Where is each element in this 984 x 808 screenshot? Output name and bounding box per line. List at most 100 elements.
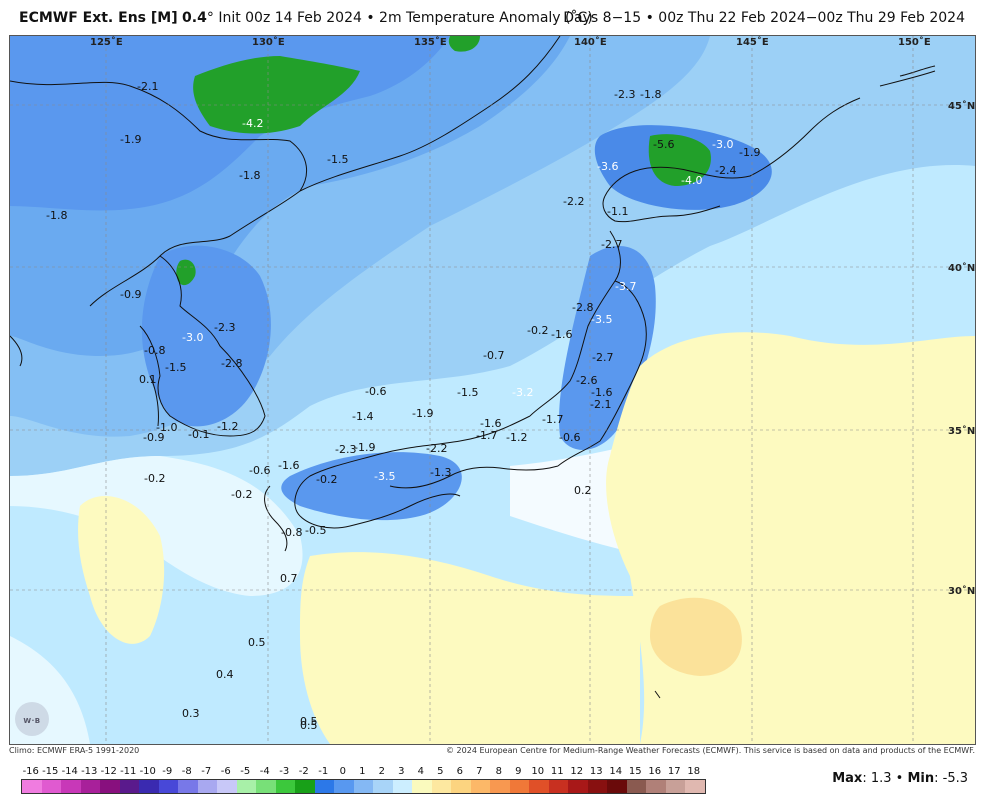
legend-tick-label: -10: [139, 766, 156, 777]
anomaly-value-label: -2.1: [137, 80, 158, 93]
legend-tick-label: 12: [570, 766, 584, 777]
anomaly-value-label: -0.7: [483, 349, 504, 362]
longitude-label: 125˚E: [90, 36, 123, 48]
max-label: Max: [832, 771, 863, 786]
legend-swatch: [197, 780, 217, 793]
anomaly-value-label: -0.8: [144, 344, 165, 357]
svg-text:W·B: W·B: [23, 717, 40, 725]
legend-tick-label: 16: [648, 766, 662, 777]
legend-tick-label: -6: [220, 766, 231, 777]
legend-swatch: [61, 780, 81, 793]
legend-tick-label: -4: [259, 766, 270, 777]
legend-tick-label: -16: [22, 766, 39, 777]
anomaly-value-label: -0.9: [120, 288, 141, 301]
anomaly-value-label: -0.2: [144, 472, 165, 485]
legend-tick-label: 17: [667, 766, 681, 777]
anomaly-value-label: -2.2: [563, 195, 584, 208]
legend-swatch: [490, 780, 510, 793]
legend-tick-label: 4: [417, 766, 424, 777]
legend-tick-label: 5: [437, 766, 444, 777]
climo-note: Climo: ECMWF ERA-5 1991-2020: [9, 746, 140, 755]
anomaly-value-label: -0.9: [143, 431, 164, 444]
legend-swatch: [22, 780, 42, 793]
anomaly-value-label: -2.3: [335, 443, 356, 456]
anomaly-value-label: 0.7: [280, 572, 298, 585]
anomaly-value-label: -1.7: [476, 429, 497, 442]
anomaly-value-label: -0.8: [281, 526, 302, 539]
anomaly-value-label: -5.6: [653, 138, 674, 151]
legend-swatch: [80, 780, 100, 793]
anomaly-value-label: -1.2: [506, 431, 527, 444]
weatherbell-logo: W·B: [15, 702, 49, 736]
copyright-note: © 2024 European Centre for Medium-Range …: [446, 746, 975, 755]
anomaly-value-label: -1.8: [46, 209, 67, 222]
legend-swatch: [665, 780, 685, 793]
anomaly-value-label: -3.5: [591, 313, 612, 326]
anomaly-value-label: -0.2: [231, 488, 252, 501]
legend-tick-label: -14: [61, 766, 78, 777]
anomaly-value-label: -2.8: [572, 301, 593, 314]
anomaly-value-label: -1.2: [217, 420, 238, 433]
anomaly-value-label: -3.2: [512, 386, 533, 399]
legend-tick-label: -7: [201, 766, 212, 777]
legend-swatch: [470, 780, 490, 793]
legend-tick-label: -12: [100, 766, 117, 777]
anomaly-value-label: -3.5: [374, 470, 395, 483]
legend-tick-label: 13: [589, 766, 603, 777]
legend-swatch: [353, 780, 373, 793]
anomaly-value-label: -2.7: [601, 238, 622, 251]
temperature-anomaly-map: 125˚E 130˚E 135˚E 140˚E 145˚E 150˚E 45˚N 40˚N 3…: [9, 35, 976, 745]
anomaly-value-label: 0.5: [300, 715, 318, 728]
anomaly-value-label: -1.5: [457, 386, 478, 399]
legend-swatch: [685, 780, 705, 793]
legend-tick-label: -13: [81, 766, 98, 777]
legend-swatch: [41, 780, 61, 793]
legend-swatch: [139, 780, 159, 793]
legend-tick-label: -2: [298, 766, 309, 777]
anomaly-value-label: -0.6: [559, 431, 580, 444]
legend-swatch: [548, 780, 568, 793]
legend-tick-label: -15: [42, 766, 59, 777]
legend-swatch: [275, 780, 295, 793]
legend-swatch: [236, 780, 256, 793]
anomaly-value-label: -1.0: [156, 421, 177, 434]
anomaly-value-label: -1.5: [327, 153, 348, 166]
legend-swatch: [607, 780, 627, 793]
legend-swatch: [256, 780, 276, 793]
min-label: Min: [907, 771, 935, 786]
anomaly-value-label: -1.9: [412, 407, 433, 420]
model-name: ECMWF Ext. Ens [M]: [19, 10, 178, 26]
anomaly-value-label: -2.7: [592, 351, 613, 364]
legend-tick-label: 11: [550, 766, 564, 777]
legend-swatch: [392, 780, 412, 793]
anomaly-value-label: -1.8: [640, 88, 661, 101]
anomaly-value-label: -1.8: [239, 169, 260, 182]
legend-swatch: [100, 780, 120, 793]
latitude-label: 35˚N: [948, 425, 975, 437]
anomaly-value-label: -2.4: [715, 164, 736, 177]
legend-swatch: [529, 780, 549, 793]
legend-swatch: [509, 780, 529, 793]
anomaly-value-label: -1.6: [278, 459, 299, 472]
anomaly-value-label: -1.6: [480, 417, 501, 430]
latitude-label: 45˚N: [948, 100, 975, 112]
anomaly-value-label: -0.2: [316, 473, 337, 486]
max-min-stats: Max: 1.3 • Min: -5.3: [832, 771, 968, 786]
valid-period: Days 8−15 • 00z Thu 22 Feb 2024−00z Thu …: [563, 10, 965, 26]
anomaly-value-label: -1.1: [607, 205, 628, 218]
anomaly-value-label: -3.6: [597, 160, 618, 173]
legend-tick-label: 3: [398, 766, 405, 777]
anomaly-value-label: -0.6: [249, 464, 270, 477]
legend-color-bar: [21, 779, 706, 794]
legend-swatch: [646, 780, 666, 793]
anomaly-value-label: -1.6: [591, 386, 612, 399]
anomaly-value-label: 0.1: [139, 373, 157, 386]
anomaly-value-label: -0.2: [527, 324, 548, 337]
legend-tick-label: -11: [120, 766, 137, 777]
anomaly-value-label: -1.5: [165, 361, 186, 374]
longitude-label: 150˚E: [898, 36, 931, 48]
degree-sign: °: [206, 10, 214, 26]
legend-tick-label: -1: [318, 766, 329, 777]
anomaly-value-label: 0.4: [216, 668, 234, 681]
legend-swatch: [373, 780, 393, 793]
